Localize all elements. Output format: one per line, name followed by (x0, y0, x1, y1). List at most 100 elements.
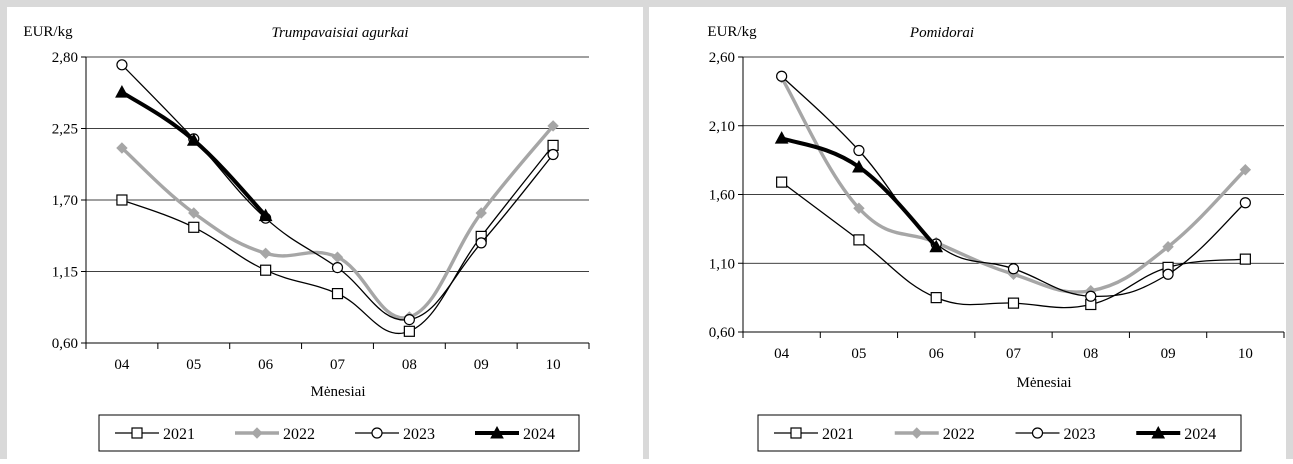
x-tick-label: 07 (1006, 346, 1022, 362)
legend-marker-2021 (790, 427, 802, 439)
data-point-2023 (776, 70, 788, 82)
x-tick-label: 08 (402, 357, 417, 373)
y-tick-label: 2,80 (52, 50, 78, 66)
x-tick-label: 06 (258, 357, 274, 373)
data-point-2024 (186, 133, 201, 146)
x-tick-label: 10 (546, 357, 561, 373)
legend: 2021 2022 2023 2024 (757, 414, 1242, 452)
data-point-2023 (116, 59, 128, 71)
x-tick-label: 07 (330, 357, 346, 373)
data-point-2021 (188, 221, 200, 233)
series-2023 (116, 59, 559, 326)
x-tick-label: 05 (851, 346, 866, 362)
data-point-2022 (475, 207, 487, 219)
data-point-2024 (774, 131, 789, 144)
data-point-2021 (331, 288, 344, 300)
x-axis: 04 05 06 07 08 09 10 (742, 331, 1285, 362)
x-tick-label: 09 (474, 357, 489, 373)
panel-divider (643, 0, 649, 459)
data-point-2022 (547, 120, 559, 132)
data-point-2023 (1239, 197, 1251, 209)
legend-label-2024: 2024 (523, 426, 555, 443)
legend-marker-2024 (1151, 425, 1166, 439)
chart-cucumbers: Trumpavaisiai agurkai EUR/kg 0,60 1,15 1,70 2… (23, 24, 590, 452)
x-tick-label: 04 (114, 357, 130, 373)
data-point-2021 (1007, 297, 1020, 309)
y-axis: 0,60 1,15 1,70 2,25 2,80 (52, 50, 87, 352)
data-point-2022 (853, 202, 865, 214)
legend-label-2022: 2022 (283, 426, 315, 443)
y-axis-label: EUR/kg (23, 24, 73, 40)
data-point-2023 (853, 144, 865, 157)
chart-panel-tomatoes: Pomidorai EUR/kg 0,60 1,10 1,60 2,10 2,60 04 05 0… (646, 0, 1293, 459)
x-tick-label: 06 (929, 346, 945, 362)
series-line-2023 (121, 64, 554, 321)
series-line-2022 (779, 75, 1248, 294)
x-tick-label: 10 (1238, 346, 1253, 362)
data-point-2023 (403, 314, 415, 326)
data-point-2021 (260, 264, 272, 276)
series-2021 (776, 176, 1251, 311)
legend-marker-2021 (131, 427, 143, 439)
data-point-2024 (929, 239, 944, 253)
y-tick-label: 0,60 (709, 325, 735, 341)
gridlines (86, 56, 589, 272)
x-tick-label: 04 (774, 346, 790, 362)
data-point-2024 (115, 85, 129, 98)
data-point-2023 (1007, 263, 1020, 275)
x-tick-label: 09 (1161, 346, 1176, 362)
legend-marker-2023 (1031, 427, 1044, 439)
data-point-2021 (547, 139, 559, 151)
series-2021 (116, 139, 559, 337)
legend-label-2021: 2021 (822, 426, 854, 443)
y-axis: 0,60 1,10 1,60 2,10 2,60 (709, 50, 744, 341)
x-axis: 04 05 06 07 08 09 10 (85, 342, 590, 373)
legend: 2021 2022 2023 2024 (98, 414, 580, 452)
series-2022 (775, 71, 1252, 297)
data-point-2021 (403, 325, 415, 337)
data-point-2021 (930, 292, 942, 304)
data-point-2023 (1085, 290, 1097, 302)
y-tick-label: 1,15 (52, 265, 78, 281)
x-tick-label: 08 (1083, 346, 1098, 362)
series-2024 (115, 85, 273, 222)
chart-panel-cucumbers: Trumpavaisiai agurkai EUR/kg 0,60 1,15 1,70 2… (0, 0, 646, 459)
y-tick-label: 0,60 (52, 336, 78, 352)
y-axis-label: EUR/kg (707, 24, 757, 40)
data-point-2022 (116, 142, 128, 154)
legend-label-2023: 2023 (1064, 426, 1096, 443)
legend-label-2024: 2024 (1184, 426, 1216, 443)
chart-title: Pomidorai (909, 25, 974, 41)
y-tick-label: 2,60 (709, 50, 735, 66)
y-tick-label: 2,25 (52, 122, 78, 138)
data-point-2021 (776, 176, 788, 188)
y-tick-label: 1,60 (709, 188, 735, 204)
chart-title: Trumpavaisiai agurkai (271, 25, 408, 41)
data-point-2022 (1239, 164, 1252, 176)
series-2022 (116, 120, 559, 323)
series-line-2021 (121, 144, 554, 334)
legend-marker-2022 (911, 427, 923, 439)
legend-marker-2022 (251, 427, 263, 439)
data-point-2023 (547, 148, 559, 161)
series-2023 (776, 70, 1251, 302)
y-tick-label: 1,10 (709, 256, 735, 272)
data-point-2024 (258, 208, 273, 222)
y-tick-label: 2,10 (709, 119, 735, 135)
legend-marker-2023 (371, 427, 383, 439)
x-tick-label: 05 (186, 357, 201, 373)
x-axis-label: Mėnesiai (311, 384, 366, 400)
data-point-2021 (853, 234, 865, 246)
legend-label-2023: 2023 (403, 426, 435, 443)
data-point-2022 (259, 247, 272, 260)
data-point-2023 (1162, 268, 1174, 280)
legend-marker-2024 (490, 425, 504, 439)
legend-label-2022: 2022 (943, 426, 975, 443)
data-point-2024 (852, 159, 866, 173)
data-point-2021 (116, 194, 128, 206)
data-point-2021 (1239, 253, 1251, 265)
y-tick-label: 1,70 (52, 193, 78, 209)
data-point-2022 (188, 207, 200, 219)
data-point-2023 (331, 262, 344, 274)
